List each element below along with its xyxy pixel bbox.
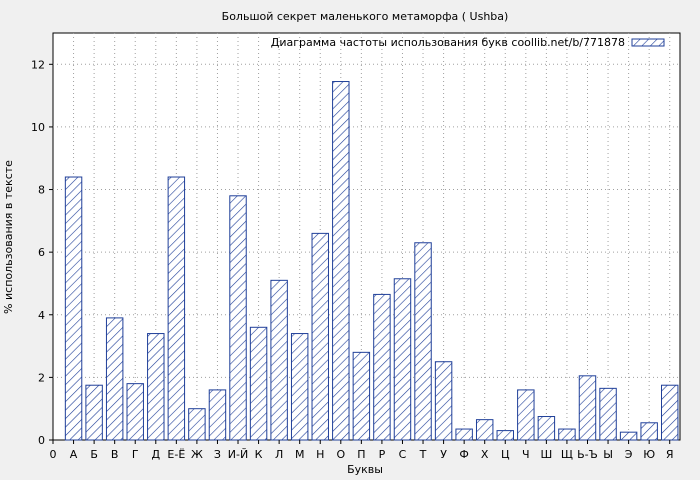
y-tick-label: 12 <box>31 58 45 71</box>
bar <box>249 326 268 441</box>
y-tick-label: 10 <box>31 121 45 134</box>
legend-label: Диаграмма частоты использования букв coo… <box>271 36 625 49</box>
x-tick-label: Ш <box>540 448 552 461</box>
x-axis-label: Буквы <box>347 463 383 476</box>
bar <box>578 375 597 441</box>
y-axis-label: % использования в тексте <box>2 160 15 314</box>
y-tick-label: 8 <box>38 184 45 197</box>
legend: Диаграмма частоты использования букв coo… <box>271 36 665 49</box>
bar <box>85 384 103 441</box>
bar <box>229 195 247 441</box>
x-tick-label: Р <box>379 448 386 461</box>
bar <box>126 383 144 441</box>
x-tick-label: У <box>440 448 447 461</box>
x-tick-label: Ь-Ъ <box>577 448 598 461</box>
x-tick-label: Я <box>666 448 674 461</box>
bar <box>290 333 309 441</box>
x-tick-label: Ч <box>522 448 530 461</box>
bar <box>64 176 83 441</box>
bar <box>147 333 165 441</box>
bar <box>475 419 494 441</box>
x-tick-label: А <box>70 448 78 461</box>
y-tick-label: 0 <box>38 434 45 447</box>
y-tick-label: 4 <box>38 309 45 322</box>
x-tick-label: Д <box>151 448 160 461</box>
bars <box>64 81 679 441</box>
legend-swatch <box>631 38 665 47</box>
bar <box>373 293 391 441</box>
bar <box>434 361 453 441</box>
bar <box>105 317 124 441</box>
chart-title: Большой секрет маленького метаморфа ( Us… <box>222 10 509 23</box>
x-tick-label: В <box>111 448 119 461</box>
bar <box>640 422 658 441</box>
bar <box>332 81 350 441</box>
bar <box>517 389 535 441</box>
y-tick-label: 2 <box>38 371 45 384</box>
x-tick-label: 0 <box>50 448 57 461</box>
x-tick-label: Ц <box>501 448 510 461</box>
bar <box>660 384 679 441</box>
x-tick-label: Ы <box>603 448 613 461</box>
x-tick-label: Е-Ё <box>167 448 185 461</box>
bar <box>414 242 432 441</box>
y-axis: 0 2 4 6 8 10 12 <box>31 58 53 447</box>
x-tick-label: Ф <box>459 448 468 461</box>
x-tick-label: С <box>399 448 407 461</box>
x-tick-label: З <box>214 448 221 461</box>
x-tick-label: И-Й <box>228 448 248 461</box>
bar <box>393 278 412 441</box>
x-tick-label: Х <box>481 448 489 461</box>
x-tick-label: О <box>336 448 345 461</box>
bar <box>167 176 186 441</box>
x-tick-label: К <box>255 448 263 461</box>
bar <box>619 431 638 441</box>
bar <box>311 232 329 441</box>
x-tick-label: Щ <box>561 448 573 461</box>
x-tick-label: Т <box>419 448 427 461</box>
bar <box>558 428 576 441</box>
bar <box>455 428 473 441</box>
bar <box>352 351 371 441</box>
x-axis: 0 А Б В Г Д Е-Ё Ж З И-Й К Л М Н О П Р С Т У Ф Х Ц Ч Ш Щ Ь-Ъ Ы Э Ю Я <box>50 440 674 461</box>
bar <box>270 279 288 441</box>
bar <box>537 416 556 441</box>
x-tick-label: Н <box>316 448 324 461</box>
x-tick-label: Ю <box>643 448 655 461</box>
bar <box>599 387 617 441</box>
x-tick-label: Ж <box>191 448 203 461</box>
bar <box>188 408 206 441</box>
x-tick-label: Г <box>132 448 139 461</box>
x-tick-label: Э <box>625 448 633 461</box>
x-tick-label: Л <box>275 448 283 461</box>
x-tick-label: Б <box>90 448 98 461</box>
x-tick-label: П <box>357 448 365 461</box>
bar <box>496 430 514 441</box>
bar <box>208 389 227 441</box>
y-tick-label: 6 <box>38 246 45 259</box>
x-tick-label: М <box>295 448 305 461</box>
